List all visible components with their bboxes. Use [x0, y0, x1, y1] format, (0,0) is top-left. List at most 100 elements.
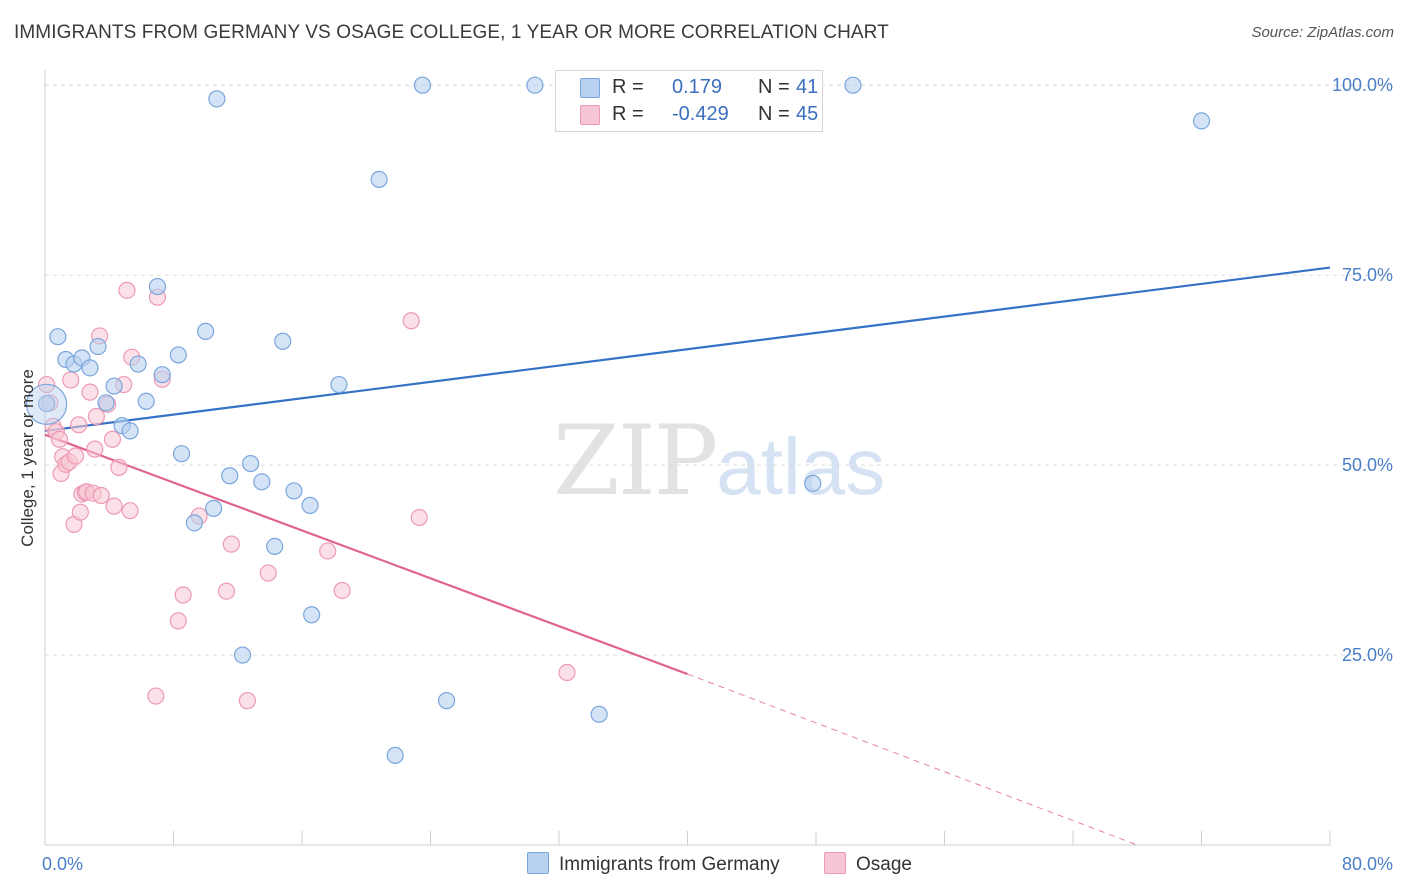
chart-title: IMMIGRANTS FROM GERMANY VS OSAGE COLLEGE…	[14, 22, 889, 43]
data-point-osage	[118, 281, 136, 299]
data-point-germany	[413, 76, 432, 94]
trend-line-germany	[44, 266, 1331, 432]
legend-label-osage: Osage	[856, 854, 912, 875]
y-tick-label: 100.0%	[1332, 75, 1393, 95]
data-point-germany	[437, 692, 456, 710]
legend-label-germany: Immigrants from Germany	[559, 854, 780, 875]
r-label: R =	[612, 103, 644, 125]
watermark-zip: ZIP	[553, 405, 718, 517]
data-point-osage	[92, 486, 110, 505]
x-tick-label: 80.0%	[1342, 854, 1393, 874]
r-value: -0.429	[672, 103, 729, 125]
data-point-osage	[259, 564, 277, 582]
data-point-osage	[81, 383, 99, 401]
data-point-germany	[330, 375, 348, 394]
data-point-osage	[222, 535, 240, 553]
data-point-osage	[121, 502, 139, 520]
trend-layer	[44, 266, 1331, 846]
r-value: 0.179	[672, 76, 723, 98]
legend-item-osage[interactable]: Osage	[824, 852, 912, 876]
data-point-germany	[1192, 112, 1211, 130]
data-point-germany	[208, 90, 226, 108]
data-point-germany	[274, 332, 292, 350]
data-point-germany	[205, 499, 223, 518]
data-point-osage	[174, 586, 192, 604]
data-point-germany	[26, 383, 68, 425]
data-point-germany	[89, 337, 107, 356]
legend-swatch-germany	[527, 852, 549, 874]
data-point-germany	[253, 473, 271, 491]
data-point-germany	[285, 482, 303, 500]
data-point-osage	[103, 430, 122, 448]
data-point-germany	[233, 646, 252, 664]
y-tick-label: 50.0%	[1342, 455, 1393, 475]
data-point-osage	[50, 430, 69, 448]
n-value: 41	[796, 76, 819, 98]
r-label: R =	[612, 76, 644, 98]
legend-item-germany[interactable]: Immigrants from Germany	[527, 852, 780, 876]
y-tick-label: 75.0%	[1342, 265, 1393, 285]
data-point-germany	[844, 76, 862, 94]
data-point-germany	[370, 170, 388, 189]
data-point-germany	[266, 537, 284, 555]
data-point-germany	[38, 394, 56, 413]
data-point-germany	[386, 746, 404, 764]
data-point-germany	[137, 392, 155, 410]
data-point-osage	[71, 503, 89, 521]
trend-line-osage-extension	[687, 673, 1138, 846]
axis-layer	[44, 70, 1331, 846]
data-point-germany	[221, 467, 239, 485]
y-tick-label: 25.0%	[1342, 645, 1393, 665]
data-point-germany	[49, 328, 67, 346]
data-point-germany	[303, 606, 321, 624]
point-layer	[26, 76, 1211, 764]
trend-line-osage	[44, 433, 688, 676]
data-point-germany	[526, 76, 544, 94]
germany-swatch	[580, 78, 600, 98]
osage-swatch	[580, 105, 600, 125]
stats-legend: R = 0.179 N = 41 R = -0.429 N = 45	[555, 70, 823, 132]
data-point-osage	[66, 447, 85, 465]
n-label: N =	[758, 103, 790, 125]
data-point-germany	[148, 277, 167, 296]
tick-label-layer: 25.0% 50.0% 75.0% 100.0% 0.0% 80.0%	[42, 75, 1393, 874]
data-point-germany	[105, 377, 123, 395]
data-point-germany	[172, 445, 191, 463]
data-point-germany	[129, 355, 147, 373]
data-point-osage	[410, 508, 428, 527]
data-point-osage	[70, 416, 88, 434]
data-point-osage	[105, 497, 123, 515]
data-point-osage	[169, 612, 187, 630]
data-point-osage	[87, 407, 106, 426]
data-point-germany	[185, 514, 203, 532]
data-point-osage	[217, 582, 236, 600]
legend-swatch-osage	[824, 852, 846, 874]
data-point-germany	[97, 394, 115, 412]
data-point-germany	[804, 474, 822, 492]
data-point-osage	[402, 312, 420, 330]
data-point-germany	[81, 359, 99, 377]
n-value: 45	[796, 103, 819, 125]
data-point-osage	[333, 581, 351, 600]
y-axis-label: College, 1 year or more	[18, 369, 37, 547]
watermark: ZIPatlas	[553, 405, 885, 517]
data-point-osage	[558, 663, 576, 682]
data-point-germany	[197, 322, 215, 340]
x-tick-label: 0.0%	[42, 854, 83, 874]
grid-layer	[45, 84, 1390, 656]
data-point-osage	[110, 458, 128, 476]
data-point-osage	[319, 542, 337, 560]
source-label: Source: ZipAtlas.com	[1251, 24, 1394, 41]
data-point-osage	[62, 371, 80, 389]
data-point-osage	[147, 687, 165, 705]
data-point-germany	[121, 422, 139, 440]
data-point-osage	[86, 440, 104, 458]
data-point-germany	[242, 454, 260, 473]
data-point-germany	[169, 346, 187, 364]
data-point-germany	[153, 366, 171, 384]
n-label: N =	[758, 76, 790, 98]
data-point-germany	[301, 496, 319, 514]
watermark-atlas: atlas	[716, 422, 886, 511]
data-point-osage	[238, 692, 256, 710]
